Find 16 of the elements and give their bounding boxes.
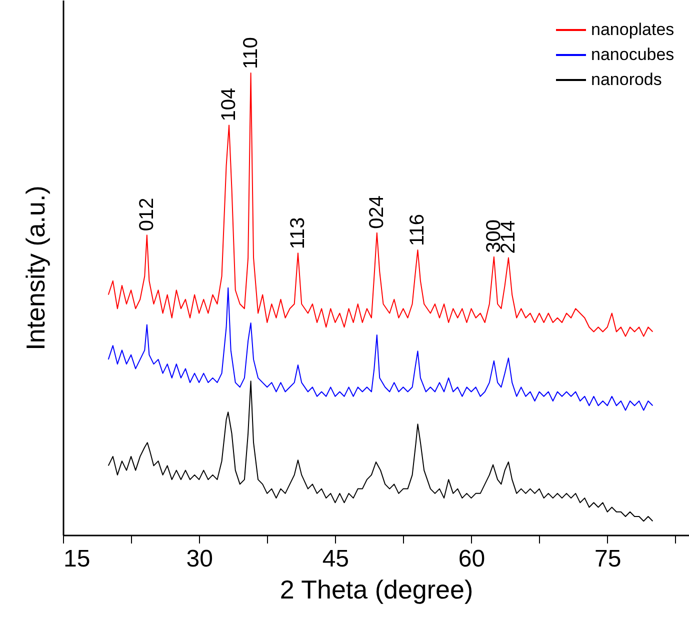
annotation: 012 [136,198,158,232]
annotation: 116 [406,214,429,246]
x-tick-label: 30 [186,546,213,572]
annotation: 024 [366,195,388,229]
x-tick-label: 75 [594,546,622,572]
x-tick-label: 45 [322,546,350,572]
x-tick-label: 15 [64,546,90,572]
x-axis-title: 2 Theta (degree) [280,574,474,604]
legend-label: nanorods [591,70,662,89]
x-tick-label: 60 [458,546,486,572]
legend-label: nanoplates [591,20,674,39]
annotation: 104 [218,88,240,122]
y-axis-title: Intensity (a.u.) [20,186,50,350]
annotation: 110 [240,37,262,69]
legend-label: nanocubes [591,45,674,64]
annotation: 113 [286,217,309,250]
